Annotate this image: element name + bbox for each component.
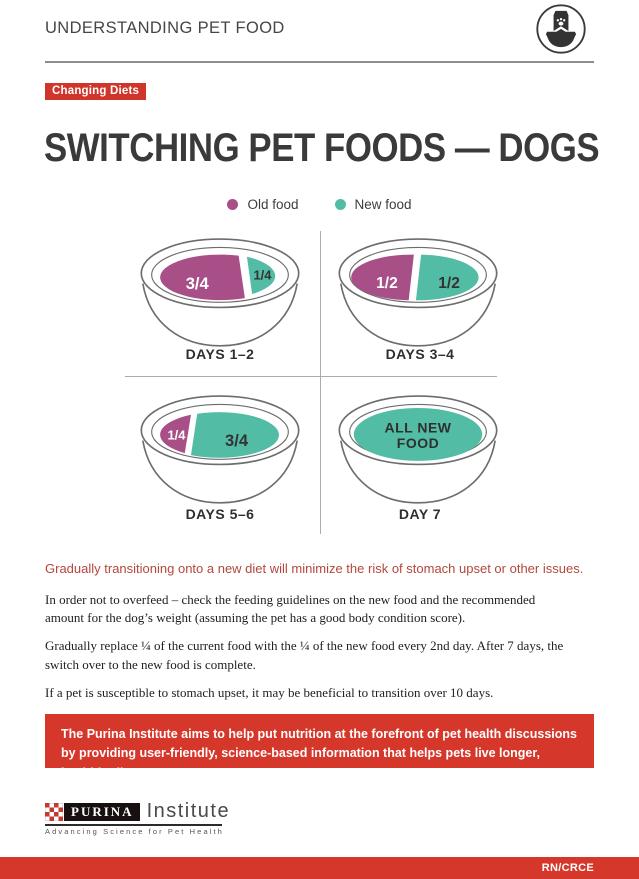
pet-food-bag-bowl-icon <box>536 4 586 54</box>
paragraph-susceptible: If a pet is susceptible to stomach upset… <box>45 684 494 700</box>
bottom-bar: RN/CRCE <box>0 857 639 879</box>
footer-tagline: Advancing Science for Pet Health <box>45 827 224 836</box>
bowl-label-days-1-2: DAYS 1–2 <box>185 346 255 362</box>
paragraph-overfeed: In order not to overfeed – check the fee… <box>45 592 536 626</box>
purina-wordmark: PURINA <box>64 802 140 821</box>
old-food-dot-icon <box>227 199 239 210</box>
svg-text:1/2: 1/2 <box>438 275 460 292</box>
bowl-label-days-3-4: DAYS 3–4 <box>385 346 455 362</box>
purina-checkerboard-icon <box>45 802 63 821</box>
svg-text:ALL NEW: ALL NEW <box>385 419 452 435</box>
svg-text:3/4: 3/4 <box>186 274 210 293</box>
institute-wordmark: Institute <box>146 800 231 822</box>
header-divider <box>45 61 594 63</box>
quadrant-divider-horizontal <box>125 376 497 377</box>
bowl-diagram-days-5-6: 1/4 3/4 <box>140 395 300 504</box>
svg-text:1/4: 1/4 <box>253 268 272 283</box>
svg-text:FOOD: FOOD <box>397 435 439 451</box>
bowl-diagram-days-3-4: 1/2 1/2 <box>338 238 498 347</box>
legend: Old food New food <box>0 197 639 212</box>
bowl-label-day-7: DAY 7 <box>398 506 442 522</box>
body-copy: In order not to overfeed – check the fee… <box>45 591 567 712</box>
quadrant-divider-vertical <box>320 231 321 534</box>
bowl-label-days-5-6: DAYS 5–6 <box>185 506 255 522</box>
highlight-text: Gradually transitioning onto a new diet … <box>45 561 584 576</box>
mission-banner: The Purina Institute aims to help put nu… <box>45 714 594 780</box>
legend-old-label: Old food <box>247 197 299 212</box>
legend-item-new-food: New food <box>334 197 412 212</box>
svg-text:1/2: 1/2 <box>376 275 398 292</box>
legend-item-old-food: Old food <box>227 197 299 212</box>
svg-text:1/4: 1/4 <box>168 428 187 443</box>
category-badge: Changing Diets <box>45 83 147 100</box>
logo-underline <box>45 824 222 826</box>
paragraph-replace: Gradually replace ¼ of the current food … <box>45 638 564 672</box>
bowl-diagram-day-7: ALL NEW FOOD <box>338 395 498 504</box>
header-title: UNDERSTANDING PET FOOD <box>45 18 285 37</box>
page-title: SWITCHING PET FOODS — DOGS <box>44 126 600 170</box>
svg-text:3/4: 3/4 <box>225 431 249 450</box>
new-food-dot-icon <box>334 199 346 210</box>
bowl-diagram-days-1-2: 3/4 1/4 <box>140 238 300 347</box>
corner-tag: RN/CRCE <box>541 862 594 874</box>
purina-institute-logo: PURINA Institute <box>45 800 231 822</box>
legend-new-label: New food <box>354 197 412 212</box>
